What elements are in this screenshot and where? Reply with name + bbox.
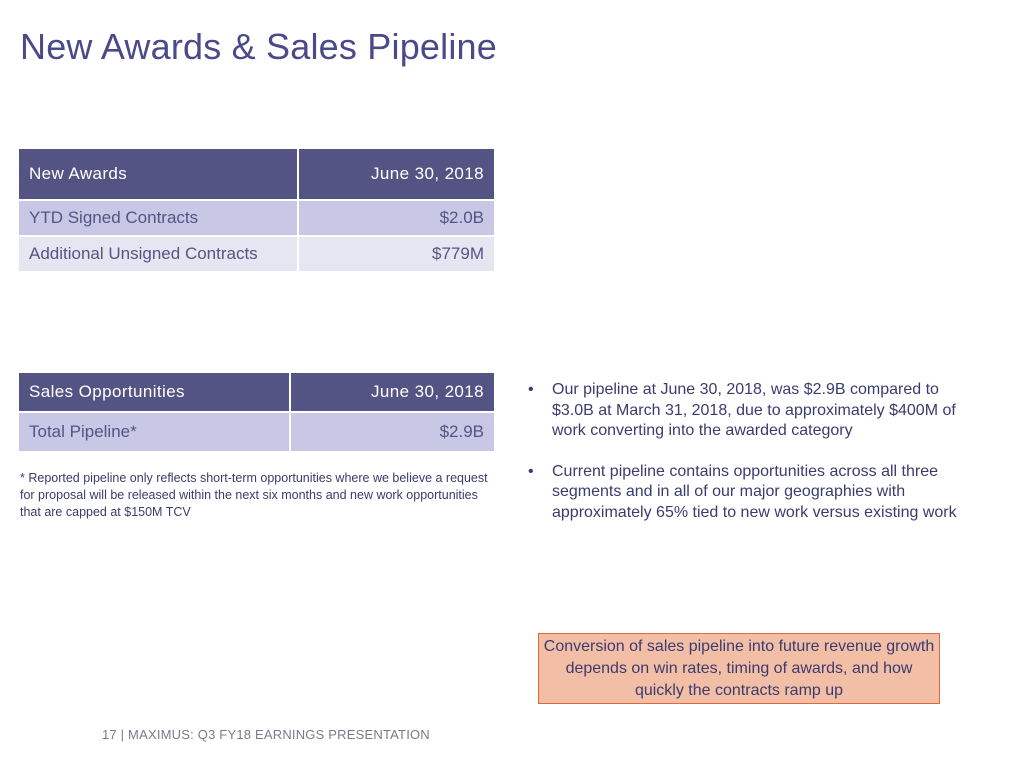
callout-box: Conversion of sales pipeline into future… <box>538 633 940 704</box>
new-awards-header-date: June 30, 2018 <box>299 149 494 199</box>
table-row: YTD Signed Contracts $2.0B <box>19 201 494 235</box>
table-row: Additional Unsigned Contracts $779M <box>19 237 494 271</box>
page-footer: 17 | MAXIMUS: Q3 FY18 EARNINGS PRESENTAT… <box>102 727 430 742</box>
bullet-text: Current pipeline contains opportunities … <box>552 462 957 521</box>
row-label: Additional Unsigned Contracts <box>19 237 297 271</box>
row-label: YTD Signed Contracts <box>19 201 297 235</box>
table-row: Total Pipeline* $2.9B <box>19 413 494 451</box>
new-awards-header-label: New Awards <box>19 149 297 199</box>
sales-opportunities-table: Sales Opportunities June 30, 2018 Total … <box>17 371 496 453</box>
row-value: $2.9B <box>291 413 494 451</box>
bullet-glyph: • <box>528 462 534 480</box>
row-value: $779M <box>299 237 494 271</box>
sales-opportunities-header-date: June 30, 2018 <box>291 373 494 411</box>
pipeline-bullets: • Our pipeline at June 30, 2018, was $2.… <box>526 380 966 543</box>
bullet-glyph: • <box>528 381 534 398</box>
bullet-item: • Our pipeline at June 30, 2018, was $2.… <box>526 380 966 442</box>
row-label: Total Pipeline* <box>19 413 289 451</box>
bullet-item: • Current pipeline contains opportunitie… <box>526 462 966 524</box>
sales-opportunities-header-label: Sales Opportunities <box>19 373 289 411</box>
row-value: $2.0B <box>299 201 494 235</box>
sales-opportunities-header-row: Sales Opportunities June 30, 2018 <box>19 373 494 411</box>
new-awards-header-row: New Awards June 30, 2018 <box>19 149 494 199</box>
page-title: New Awards & Sales Pipeline <box>20 26 497 67</box>
new-awards-table: New Awards June 30, 2018 YTD Signed Cont… <box>17 147 496 273</box>
pipeline-footnote: * Reported pipeline only reflects short-… <box>20 471 488 519</box>
bullet-text: Our pipeline at June 30, 2018, was $2.9B… <box>552 381 956 439</box>
